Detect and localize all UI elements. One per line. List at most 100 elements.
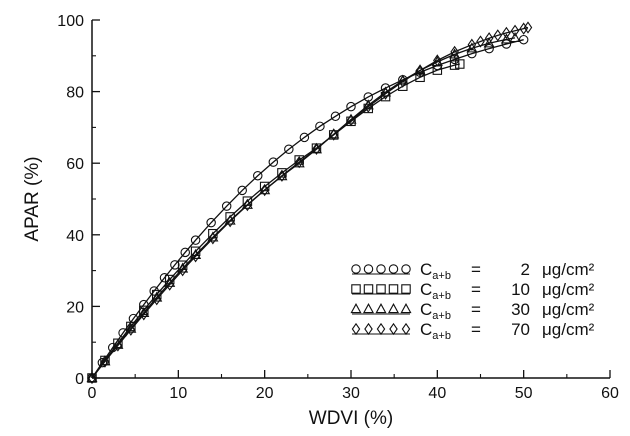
- x-tick-label: 10: [169, 385, 187, 402]
- legend-marker: [351, 322, 361, 336]
- data-point: [330, 111, 341, 122]
- legend-equals: =: [471, 280, 481, 299]
- series-line: [91, 37, 516, 379]
- legend-unit: μg/cm²: [542, 260, 595, 279]
- data-point: [455, 59, 465, 69]
- data-point: [519, 22, 528, 35]
- legend-unit: μg/cm²: [542, 300, 595, 319]
- data-point: [253, 170, 263, 181]
- data-point: [509, 31, 521, 43]
- data-point: [483, 37, 495, 48]
- data-point: [315, 121, 325, 132]
- legend-entry: Ca+b = 2 μg/cm²: [351, 260, 595, 282]
- legend-entry: Ca+b = 70 μg/cm²: [351, 320, 595, 342]
- legend-marker: [351, 284, 361, 294]
- data-point: [268, 157, 279, 167]
- data-point: [221, 201, 232, 211]
- legend-marker: [363, 284, 374, 294]
- legend-equals: =: [471, 320, 481, 339]
- series-line: [91, 26, 529, 379]
- y-tick-label: 60: [66, 156, 84, 173]
- data-point: [159, 273, 170, 283]
- x-tick-label: 50: [515, 385, 533, 402]
- legend-marker: [388, 264, 399, 274]
- legend-value: 30: [511, 300, 530, 319]
- data-point: [243, 198, 252, 212]
- legend-marker: [364, 322, 373, 336]
- y-tick-label: 40: [66, 228, 84, 245]
- legend-marker: [376, 264, 386, 274]
- legend-label: Ca+b: [420, 300, 451, 322]
- data-point: [277, 169, 287, 182]
- data-point: [484, 32, 494, 45]
- legend-value: 2: [521, 260, 530, 279]
- legend-marker: [350, 303, 362, 314]
- data-point: [284, 144, 294, 154]
- data-point: [87, 371, 97, 385]
- data-point: [170, 260, 180, 270]
- data-point: [237, 185, 247, 196]
- data-point: [149, 286, 159, 296]
- series-line: [91, 63, 460, 379]
- legend-marker: [387, 303, 400, 314]
- legend-marker: [376, 284, 386, 294]
- data-point: [225, 215, 235, 228]
- legend-unit: μg/cm²: [542, 320, 595, 339]
- x-tick-label: 0: [88, 385, 97, 402]
- data-point: [299, 132, 310, 143]
- data-point: [86, 372, 98, 383]
- data-point: [206, 217, 216, 228]
- data-point: [259, 184, 271, 195]
- data-point: [415, 64, 425, 77]
- data-point: [191, 250, 200, 263]
- data-point: [190, 235, 201, 245]
- data-point: [484, 43, 494, 54]
- data-point: [178, 264, 187, 277]
- data-point: [502, 26, 511, 40]
- x-tick-label: 40: [428, 385, 446, 402]
- legend-marker: [351, 264, 361, 274]
- series-line: [91, 39, 524, 379]
- data-point: [346, 101, 356, 112]
- series-layer: [86, 21, 533, 385]
- data-point: [466, 42, 478, 53]
- legend-entry: Ca+b = 10 μg/cm²: [351, 280, 595, 302]
- legend-entry: Ca+b = 30 μg/cm²: [350, 300, 595, 322]
- data-point: [518, 34, 529, 45]
- data-point: [476, 35, 485, 48]
- data-point: [500, 33, 512, 44]
- legend-label: Ca+b: [420, 320, 451, 342]
- legend-marker: [401, 284, 411, 294]
- data-point: [493, 29, 503, 42]
- legend-value: 10: [511, 280, 530, 299]
- data-point: [97, 357, 108, 368]
- data-point: [398, 75, 408, 88]
- legend-marker: [400, 303, 412, 314]
- data-point: [294, 155, 304, 169]
- legend-marker: [401, 264, 411, 274]
- legend-unit: μg/cm²: [542, 280, 595, 299]
- data-point: [260, 183, 269, 197]
- data-point: [449, 60, 460, 70]
- series-diamond: [87, 21, 533, 385]
- data-point: [208, 232, 218, 245]
- y-tick-label: 100: [57, 13, 84, 30]
- y-axis-label: APAR (%): [22, 156, 43, 241]
- data-point: [100, 355, 110, 368]
- y-tick-label: 80: [66, 85, 84, 102]
- series-triangle: [86, 31, 521, 383]
- data-point: [180, 247, 190, 258]
- legend-label: Ca+b: [420, 280, 451, 302]
- data-point: [310, 143, 322, 154]
- legend-value: 70: [511, 320, 530, 339]
- data-point: [276, 170, 288, 181]
- series-circle: [87, 34, 529, 383]
- data-point: [152, 293, 162, 306]
- legend-equals: =: [471, 260, 481, 279]
- data-point: [467, 38, 477, 51]
- data-point: [346, 114, 356, 127]
- x-tick-label: 30: [342, 385, 360, 402]
- axes: 0 10 20 30 40 50 60 0 20 40 60 80 100: [57, 13, 619, 402]
